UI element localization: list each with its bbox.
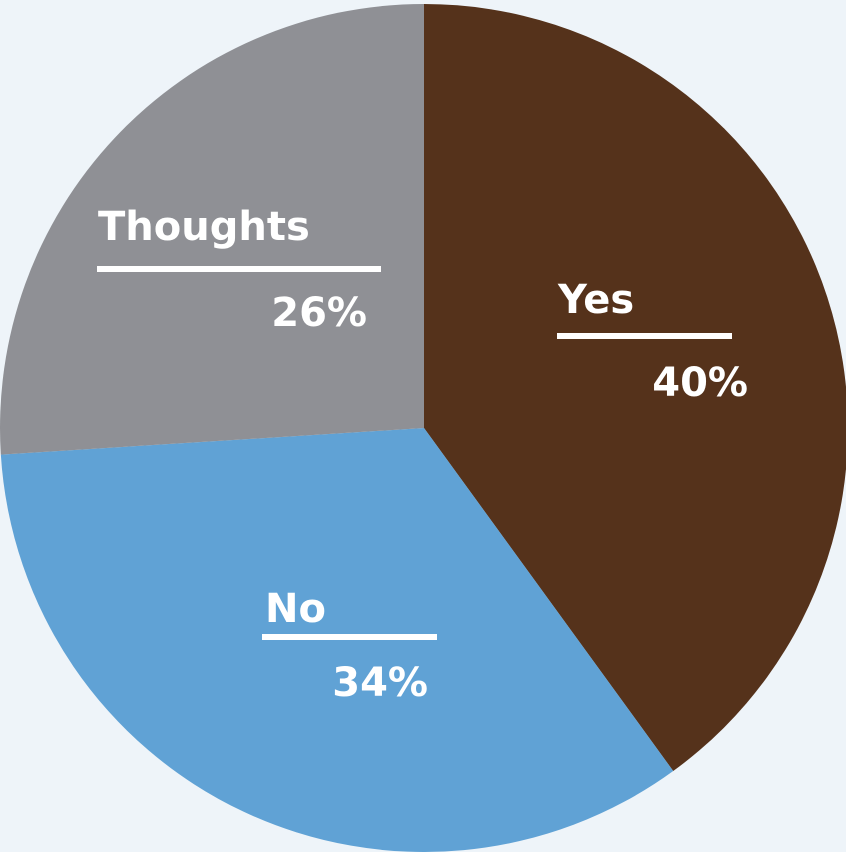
slice-name-thoughts: Thoughts	[98, 204, 310, 250]
slice-label-group-yes: Yes 40%	[557, 277, 748, 406]
slice-value-yes: 40%	[652, 360, 748, 406]
slice-name-yes: Yes	[557, 277, 634, 323]
pie-slice-yes	[424, 4, 846, 772]
pie-slice-thoughts	[0, 4, 424, 455]
slice-name-no: No	[265, 586, 326, 632]
slice-label-group-thoughts: Thoughts 26%	[97, 204, 381, 336]
slice-value-thoughts: 26%	[271, 290, 367, 336]
slice-value-no: 34%	[332, 660, 428, 706]
